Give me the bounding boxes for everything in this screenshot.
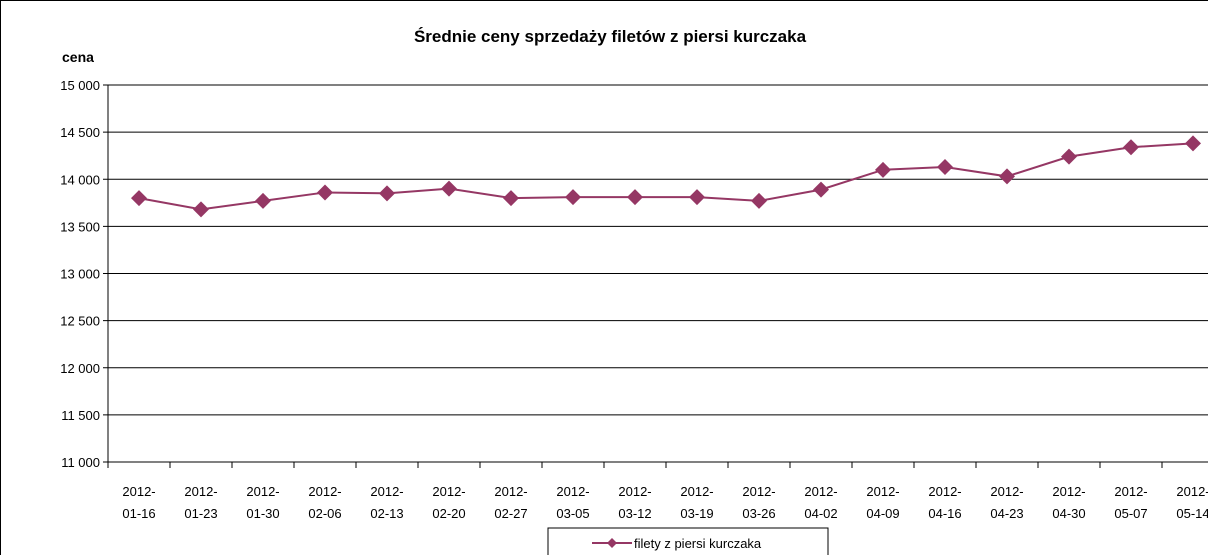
- x-tick-label: 2012- 04-16: [928, 484, 961, 521]
- series-line: [138, 142, 1194, 211]
- x-tick-label-line: 03-19: [680, 506, 713, 521]
- x-tick-label-line: 2012-: [804, 484, 837, 499]
- x-tick-label-line: 2012-: [370, 484, 403, 499]
- x-tick-label-line: 03-26: [742, 506, 775, 521]
- x-tick-label: 2012- 02-13: [370, 484, 403, 521]
- x-tick-label-line: 01-23: [184, 506, 217, 521]
- y-axis-label: cena: [62, 49, 94, 65]
- x-tick-label-line: 2012-: [308, 484, 341, 499]
- data-point: [999, 168, 1015, 185]
- x-tick-label-line: 2012-: [122, 484, 155, 499]
- data-point: [627, 189, 643, 206]
- x-tick-label-line: 2012-: [680, 484, 713, 499]
- data-point: [1185, 135, 1201, 152]
- x-tick-label-line: 05-14: [1176, 506, 1208, 521]
- x-tick-label-line: 05-07: [1114, 506, 1147, 521]
- x-tick-label: 2012- 02-06: [308, 484, 341, 521]
- x-tick-label-line: 01-30: [246, 506, 279, 521]
- x-tick-label-line: 02-13: [370, 506, 403, 521]
- x-tick-label-line: 02-06: [308, 506, 341, 521]
- x-tick-label-line: 2012-: [246, 484, 279, 499]
- legend-marker: [607, 538, 617, 548]
- x-tick-label: 2012- 05-14: [1176, 484, 1208, 521]
- data-point: [1061, 148, 1077, 165]
- data-point: [937, 158, 953, 175]
- x-tick-label-line: 02-27: [494, 506, 527, 521]
- x-tick-label: 2012- 01-16: [122, 484, 155, 521]
- data-point: [1123, 139, 1139, 156]
- x-tick-label-line: 2012-: [556, 484, 589, 499]
- x-tick-label: 2012- 03-26: [742, 484, 775, 521]
- x-tick-label: 2012- 02-27: [494, 484, 527, 521]
- data-point: [131, 190, 147, 207]
- data-point: [751, 192, 767, 209]
- x-tick-label-line: 2012-: [618, 484, 651, 499]
- x-tick-label: 2012- 03-19: [680, 484, 713, 521]
- y-tick-label: 13 500: [60, 219, 100, 234]
- data-point: [503, 190, 519, 207]
- x-tick-label: 2012- 04-23: [990, 484, 1023, 521]
- chart-title: Średnie ceny sprzedaży filetów z piersi …: [414, 27, 807, 46]
- x-tick-label-line: 03-12: [618, 506, 651, 521]
- x-tick-label-line: 2012-: [494, 484, 527, 499]
- x-tick-label: 2012- 04-30: [1052, 484, 1085, 521]
- y-tick-label: 11 500: [61, 408, 100, 423]
- x-tick-label: 2012- 01-30: [246, 484, 279, 521]
- x-tick-label-line: 04-02: [804, 506, 837, 521]
- y-tick-label: 15 000: [60, 78, 100, 93]
- x-tick-label-line: 2012-: [184, 484, 217, 499]
- y-tick-label: 14 000: [60, 172, 100, 187]
- x-tick-label-line: 01-16: [122, 506, 155, 521]
- y-tick-label: 12 000: [60, 361, 100, 376]
- y-tick-label: 13 000: [60, 267, 100, 282]
- x-tick-label-line: 2012-: [1114, 484, 1147, 499]
- x-tick-label-line: 2012-: [432, 484, 465, 499]
- legend-label: filety z piersi kurczaka: [634, 536, 762, 551]
- x-tick-label: 2012- 04-09: [866, 484, 899, 521]
- x-tick-label: 2012- 03-05: [556, 484, 589, 521]
- x-tick-label: 2012- 05-07: [1114, 484, 1147, 521]
- y-tick-label: 12 500: [60, 314, 100, 329]
- legend-box: [547, 527, 829, 555]
- x-tick-label: 2012- 03-12: [618, 484, 651, 521]
- x-tick-label-line: 04-30: [1052, 506, 1085, 521]
- x-tick-label-line: 2012-: [1052, 484, 1085, 499]
- x-tick-label-line: 2012-: [742, 484, 775, 499]
- data-point: [255, 192, 271, 209]
- data-point: [813, 181, 829, 198]
- data-point: [193, 201, 209, 218]
- x-tick-label: 2012- 01-23: [184, 484, 217, 521]
- x-tick-label-line: 2012-: [928, 484, 961, 499]
- x-tick-label-line: 03-05: [556, 506, 589, 521]
- x-tick-label: 2012- 02-20: [432, 484, 465, 521]
- data-point: [875, 161, 891, 178]
- x-tick-label-line: 02-20: [432, 506, 465, 521]
- data-point: [379, 185, 395, 202]
- x-tick-label-line: 04-09: [866, 506, 899, 521]
- data-point: [689, 189, 705, 206]
- x-tick-label-line: 2012-: [1176, 484, 1208, 499]
- data-point: [441, 180, 457, 197]
- x-tick-label-line: 2012-: [990, 484, 1023, 499]
- x-tick-label: 2012- 04-02: [804, 484, 837, 521]
- x-tick-label-line: 2012-: [866, 484, 899, 499]
- x-tick-label-line: 04-23: [990, 506, 1023, 521]
- y-tick-label: 11 000: [61, 455, 100, 470]
- y-tick-label: 14 500: [60, 125, 100, 140]
- data-point: [317, 184, 333, 201]
- x-tick-label-line: 04-16: [928, 506, 961, 521]
- data-point: [565, 189, 581, 206]
